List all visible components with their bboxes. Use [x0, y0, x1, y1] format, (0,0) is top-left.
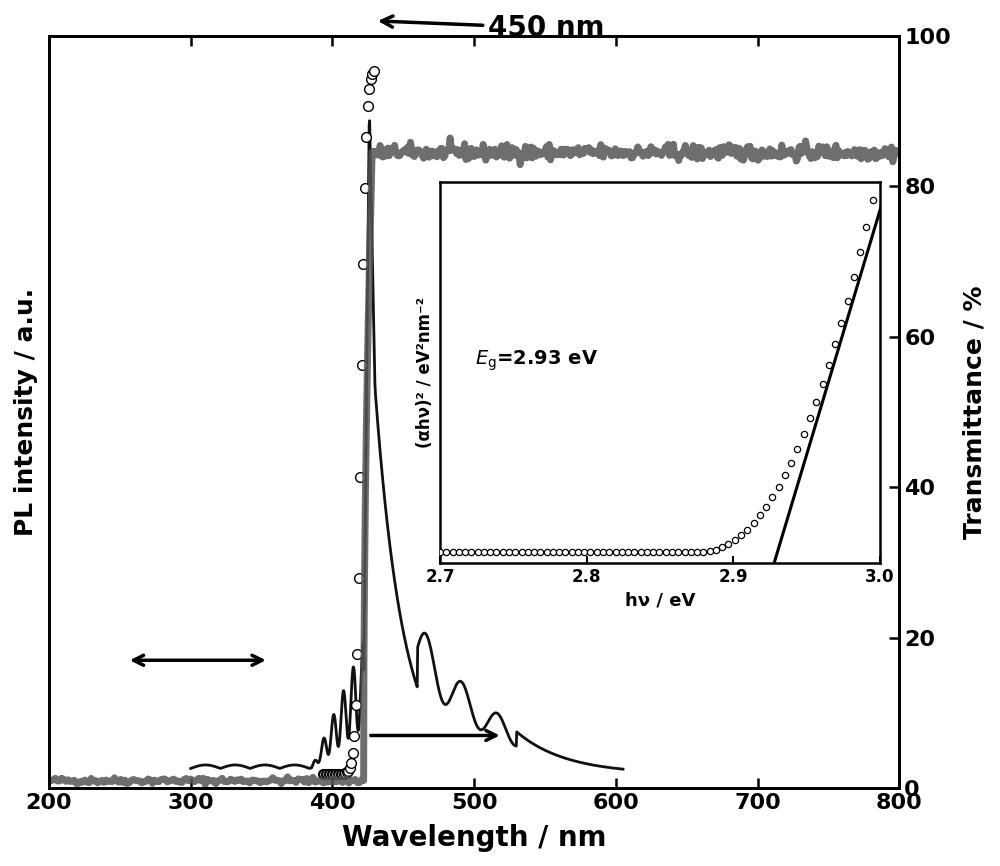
Text: $E_\mathrm{g}$=2.93 eV: $E_\mathrm{g}$=2.93 eV [475, 348, 598, 373]
Text: 450 nm: 450 nm [382, 14, 605, 42]
X-axis label: hν / eV: hν / eV [625, 591, 695, 610]
Y-axis label: PL intensity / a.u.: PL intensity / a.u. [14, 288, 38, 536]
Y-axis label: Transmittance / %: Transmittance / % [962, 285, 986, 539]
Y-axis label: (αhν)² / eV²nm⁻²: (αhν)² / eV²nm⁻² [416, 297, 434, 448]
X-axis label: Wavelength / nm: Wavelength / nm [342, 824, 606, 852]
